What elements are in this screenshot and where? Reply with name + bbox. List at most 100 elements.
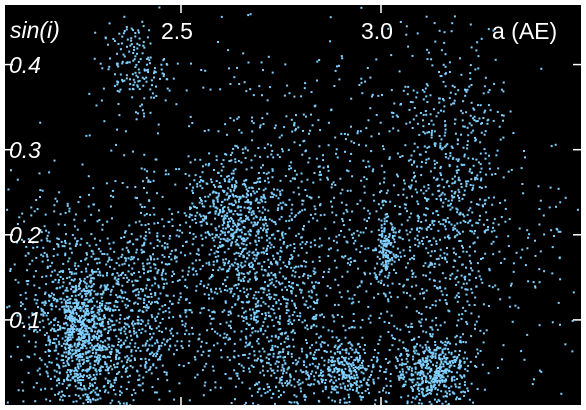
- scatter-point: [73, 302, 76, 304]
- scatter-point: [398, 378, 401, 381]
- scatter-point: [145, 370, 148, 373]
- scatter-point: [69, 345, 71, 348]
- scatter-point: [103, 306, 106, 309]
- scatter-point: [332, 382, 335, 385]
- scatter-point: [429, 240, 431, 242]
- scatter-point: [485, 329, 488, 332]
- scatter-point: [418, 371, 421, 374]
- scatter-point: [97, 348, 100, 351]
- scatter-point: [453, 379, 456, 382]
- scatter-point: [285, 380, 288, 383]
- scatter-point: [482, 117, 485, 119]
- scatter-point: [416, 234, 419, 237]
- scatter-point: [71, 320, 74, 323]
- scatter-point: [232, 225, 235, 228]
- scatter-point: [466, 369, 469, 372]
- scatter-point: [113, 381, 116, 384]
- scatter-point: [273, 372, 276, 375]
- scatter-point: [344, 356, 347, 359]
- scatter-point: [27, 280, 30, 282]
- scatter-point: [174, 344, 177, 347]
- scatter-point: [353, 294, 356, 297]
- scatter-point: [87, 301, 90, 304]
- scatter-point: [416, 352, 419, 355]
- scatter-point: [380, 207, 383, 210]
- scatter-point: [115, 300, 117, 302]
- scatter-point: [61, 399, 64, 402]
- scatter-point: [430, 384, 433, 387]
- scatter-point: [315, 317, 317, 320]
- scatter-point: [222, 237, 225, 240]
- scatter-point: [365, 178, 368, 181]
- scatter-point: [222, 258, 225, 261]
- scatter-point: [90, 213, 93, 216]
- scatter-point: [364, 247, 367, 250]
- scatter-point: [383, 229, 386, 232]
- scatter-point: [359, 231, 362, 234]
- scatter-point: [455, 396, 458, 399]
- scatter-point: [38, 321, 41, 324]
- scatter-point: [111, 189, 114, 192]
- scatter-point: [290, 208, 293, 211]
- scatter-point: [335, 241, 338, 244]
- scatter-point: [247, 301, 250, 304]
- scatter-point: [196, 211, 199, 214]
- scatter-point: [462, 390, 465, 393]
- scatter-point: [346, 290, 349, 293]
- scatter-point: [79, 281, 81, 284]
- scatter-point: [99, 330, 101, 333]
- scatter-point: [389, 251, 392, 254]
- scatter-point: [424, 360, 426, 363]
- scatter-point: [224, 217, 227, 220]
- scatter-point: [142, 302, 145, 304]
- scatter-point: [372, 194, 375, 197]
- scatter-point: [258, 262, 261, 265]
- scatter-point: [288, 263, 291, 266]
- scatter-point: [430, 351, 433, 354]
- scatter-point: [293, 250, 296, 253]
- scatter-point: [94, 391, 97, 394]
- scatter-point: [121, 62, 124, 65]
- scatter-point: [199, 175, 202, 178]
- scatter-point: [165, 282, 168, 285]
- scatter-point: [433, 379, 436, 382]
- scatter-point: [21, 322, 24, 325]
- scatter-point: [68, 276, 71, 279]
- scatter-point: [85, 290, 88, 293]
- scatter-point: [88, 299, 91, 302]
- scatter-point: [428, 145, 431, 148]
- scatter-point: [91, 352, 94, 354]
- scatter-point: [141, 109, 144, 112]
- scatter-point: [458, 350, 461, 352]
- scatter-point: [238, 272, 241, 275]
- scatter-point: [20, 301, 23, 304]
- scatter-point: [201, 237, 204, 240]
- scatter-point: [146, 295, 149, 298]
- scatter-point: [258, 381, 261, 384]
- scatter-point: [120, 296, 123, 299]
- scatter-point: [135, 248, 138, 251]
- scatter-point: [324, 382, 327, 384]
- scatter-point: [487, 91, 490, 94]
- scatter-point: [340, 296, 343, 299]
- scatter-point: [249, 228, 252, 231]
- scatter-point: [445, 294, 448, 297]
- scatter-point: [100, 284, 103, 287]
- scatter-point: [142, 44, 145, 47]
- scatter-point: [464, 351, 466, 354]
- scatter-point: [129, 258, 132, 261]
- scatter-point: [299, 387, 302, 390]
- scatter-point: [75, 375, 78, 378]
- scatter-point: [65, 305, 68, 308]
- scatter-point: [244, 310, 247, 313]
- scatter-point: [267, 258, 270, 261]
- scatter-point: [450, 371, 453, 374]
- scatter-point: [266, 336, 269, 339]
- scatter-point: [68, 352, 71, 355]
- scatter-point: [290, 266, 293, 269]
- scatter-point: [271, 348, 274, 351]
- scatter-point: [119, 329, 122, 332]
- scatter-point: [406, 402, 409, 405]
- scatter-point: [131, 257, 134, 260]
- scatter-point: [386, 239, 389, 242]
